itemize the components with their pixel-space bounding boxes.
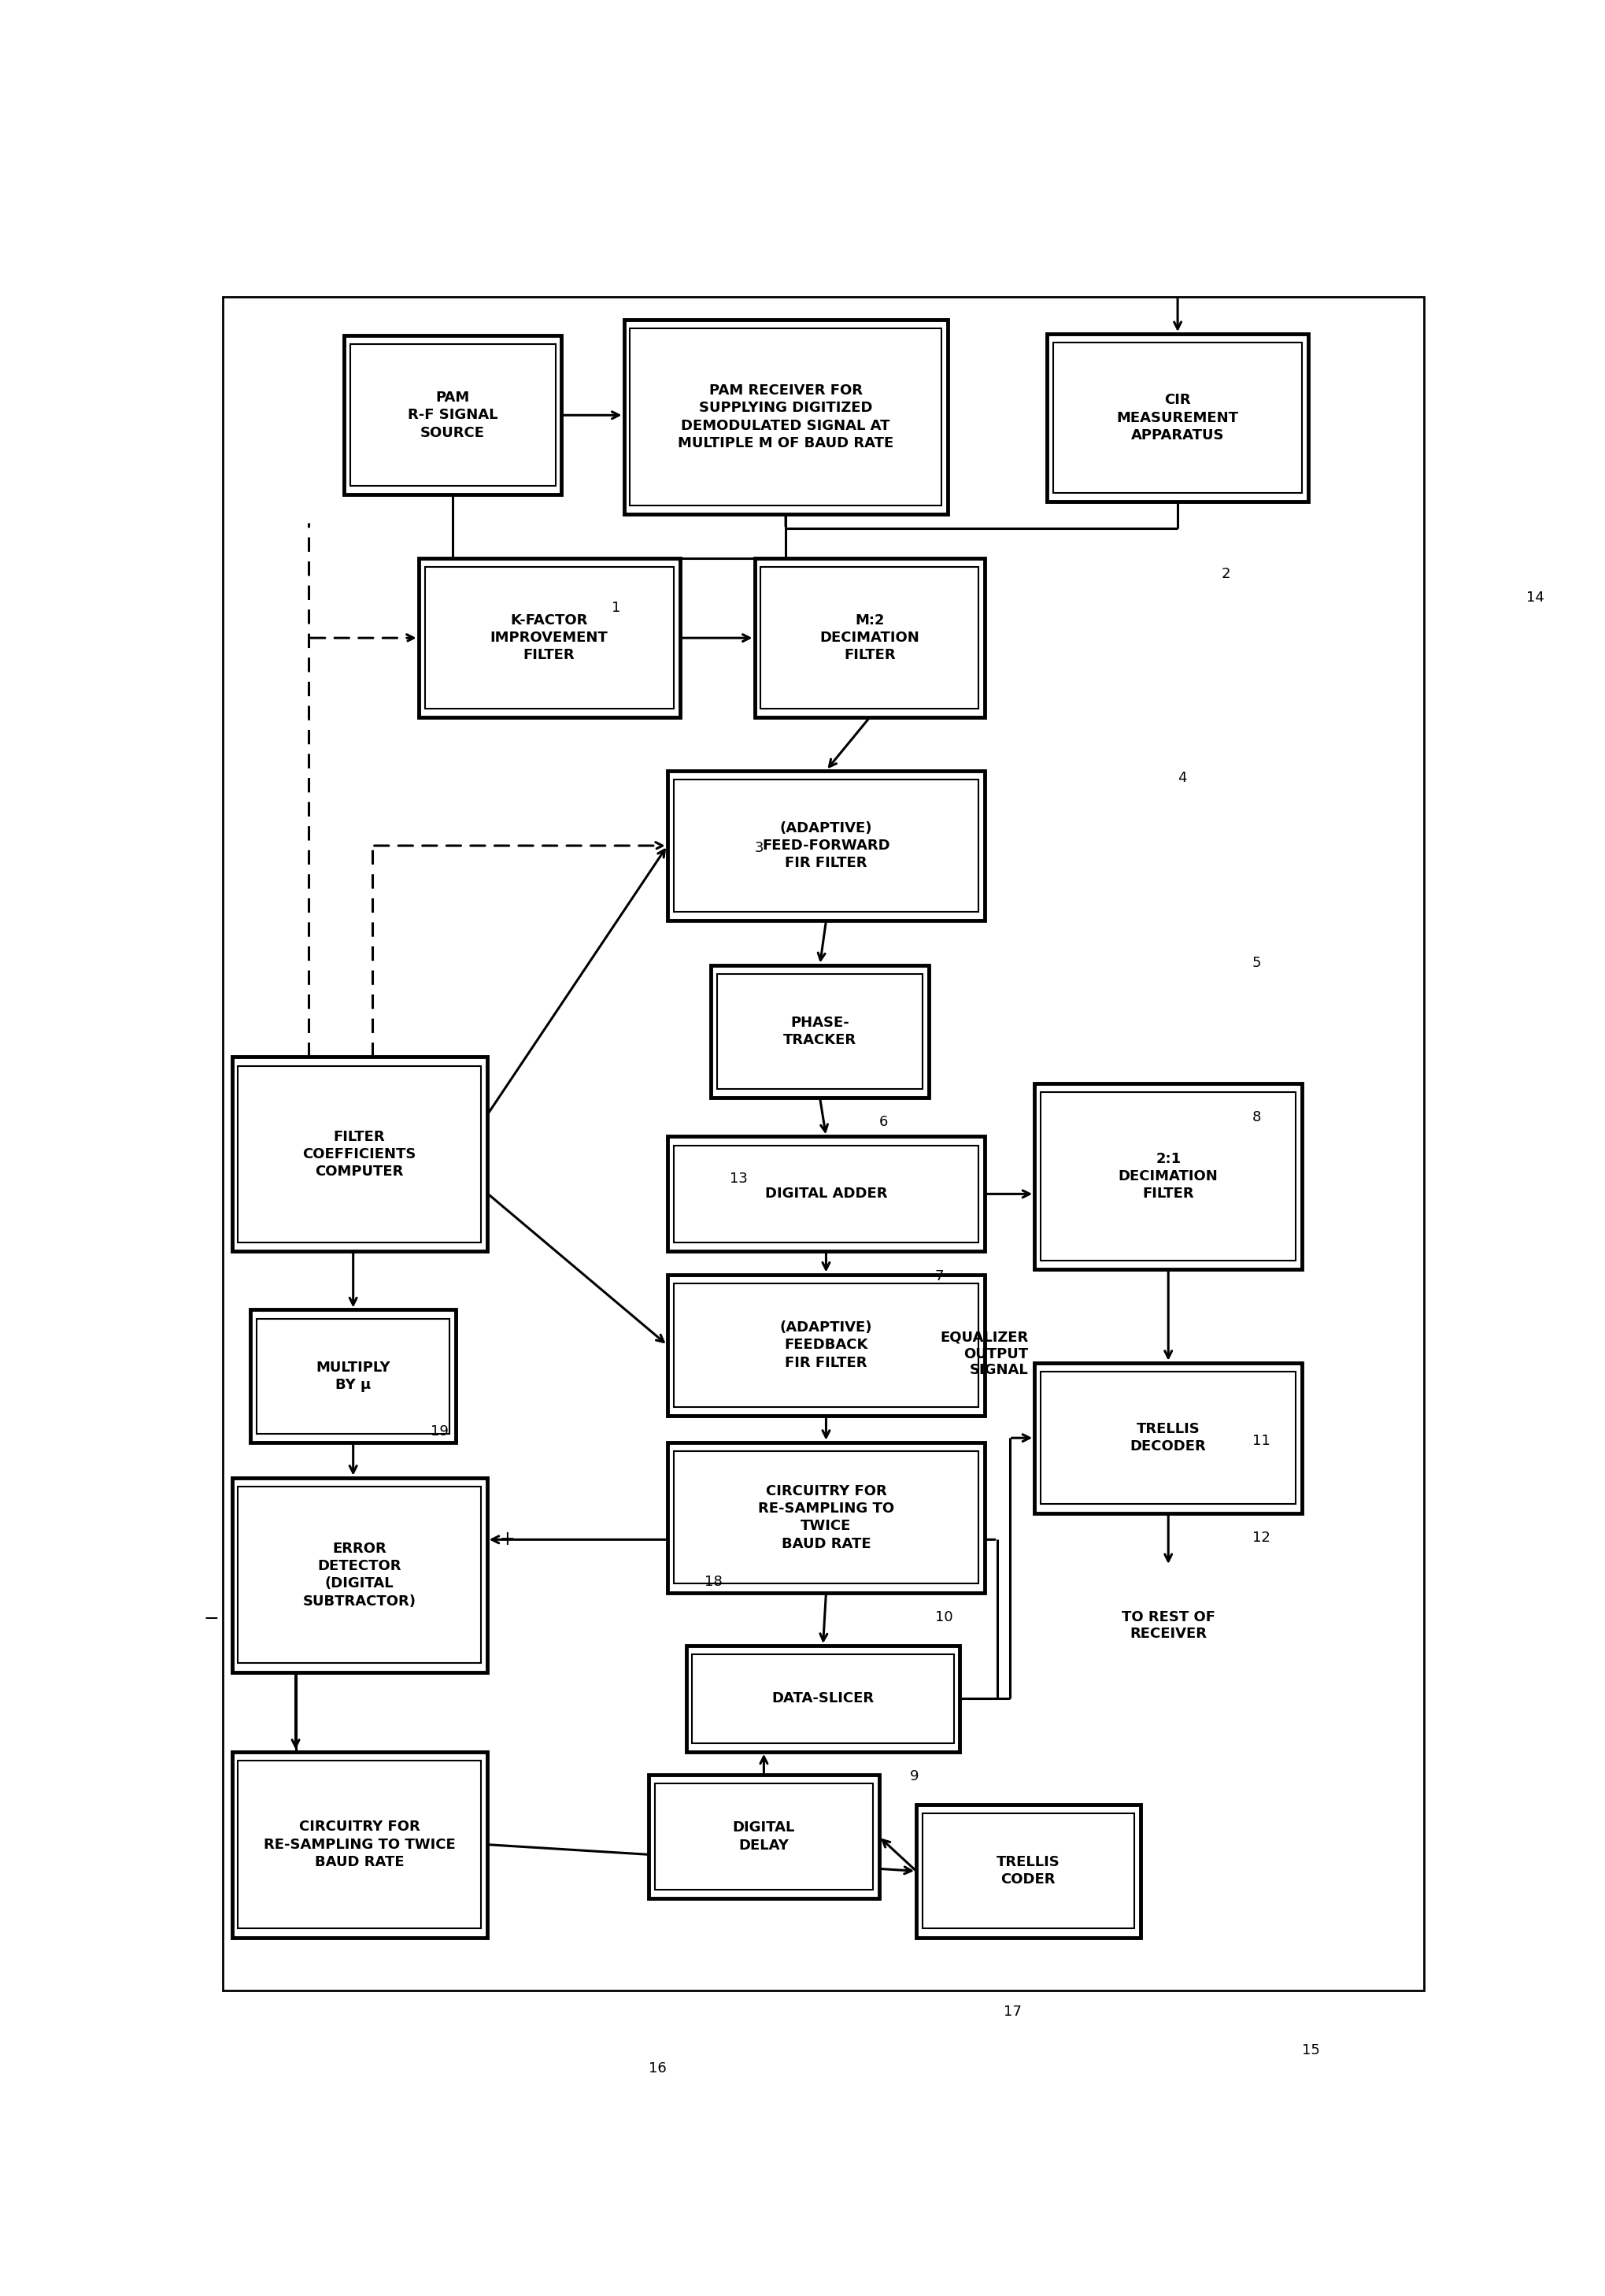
Bar (238, 1761, 480, 1929)
Text: 17: 17 (1003, 2004, 1021, 2018)
Bar (668, 1274, 984, 1417)
Bar (674, 778, 977, 912)
Bar (350, 344, 555, 487)
Text: 7: 7 (934, 1270, 944, 1283)
Text: (ADAPTIVE)
FEED-FORWARD
FIR FILTER: (ADAPTIVE) FEED-FORWARD FIR FILTER (762, 822, 889, 870)
Text: CIR
MEASUREMENT
APPARATUS: CIR MEASUREMENT APPARATUS (1115, 393, 1237, 443)
Bar (668, 1442, 984, 1593)
Bar (668, 1137, 984, 1251)
Text: MULTIPLY
BY μ: MULTIPLY BY μ (316, 1359, 390, 1391)
Text: PHASE-
TRACKER: PHASE- TRACKER (783, 1015, 855, 1047)
Bar (711, 964, 928, 1097)
Text: 14: 14 (1525, 590, 1544, 604)
Text: M:2
DECIMATION
FILTER: M:2 DECIMATION FILTER (819, 613, 920, 664)
Bar (717, 974, 921, 1088)
Bar (231, 1479, 486, 1671)
Text: TRELLIS
CODER: TRELLIS CODER (997, 1855, 1059, 1887)
Text: CIRCUITRY FOR
RE-SAMPLING TO TWICE
BAUD RATE: CIRCUITRY FOR RE-SAMPLING TO TWICE BAUD … (263, 1821, 456, 1869)
Text: DATA-SLICER: DATA-SLICER (772, 1692, 873, 1706)
Bar (754, 558, 984, 716)
Text: 2:1
DECIMATION
FILTER: 2:1 DECIMATION FILTER (1117, 1153, 1218, 1201)
Text: 15: 15 (1302, 2043, 1319, 2057)
Text: DIGITAL
DELAY: DIGITAL DELAY (732, 1821, 794, 1853)
Bar (1053, 342, 1302, 494)
Text: 16: 16 (648, 2062, 666, 2076)
Bar (424, 567, 674, 709)
Bar (685, 1646, 960, 1752)
Text: PAM
R-F SIGNAL
SOURCE: PAM R-F SIGNAL SOURCE (408, 390, 498, 441)
Bar (1046, 333, 1308, 503)
Bar (343, 335, 562, 494)
Bar (419, 558, 679, 716)
Bar (674, 1146, 977, 1242)
Text: ERROR
DETECTOR
(DIGITAL
SUBTRACTOR): ERROR DETECTOR (DIGITAL SUBTRACTOR) (303, 1541, 416, 1607)
Text: +: + (499, 1529, 515, 1550)
Bar (624, 319, 947, 514)
Bar (238, 1065, 480, 1242)
Text: 11: 11 (1252, 1433, 1270, 1449)
Text: 18: 18 (705, 1575, 722, 1589)
Text: 3: 3 (754, 840, 764, 856)
Bar (1040, 1371, 1295, 1504)
Text: 5: 5 (1252, 955, 1262, 971)
Text: 13: 13 (729, 1171, 748, 1187)
Text: 6: 6 (878, 1116, 888, 1130)
Bar (1040, 1093, 1295, 1261)
Text: EQUALIZER
OUTPUT
SIGNAL: EQUALIZER OUTPUT SIGNAL (939, 1329, 1027, 1378)
Bar (629, 328, 941, 505)
Text: 8: 8 (1252, 1109, 1260, 1125)
Text: K-FACTOR
IMPROVEMENT
FILTER: K-FACTOR IMPROVEMENT FILTER (490, 613, 608, 664)
Bar (238, 1486, 480, 1662)
Text: FILTER
COEFFICIENTS
COMPUTER: FILTER COEFFICIENTS COMPUTER (302, 1130, 416, 1178)
Text: DIGITAL ADDER: DIGITAL ADDER (764, 1187, 888, 1201)
Text: TRELLIS
DECODER: TRELLIS DECODER (1130, 1421, 1205, 1453)
Bar (674, 1451, 977, 1584)
Text: 19: 19 (430, 1424, 449, 1440)
Bar (250, 1309, 456, 1442)
Bar (231, 1752, 486, 1938)
Text: −: − (204, 1609, 220, 1628)
Text: 4: 4 (1176, 771, 1186, 785)
Bar (692, 1655, 953, 1743)
Bar (231, 1056, 486, 1251)
Bar (916, 1805, 1140, 1938)
Text: PAM RECEIVER FOR
SUPPLYING DIGITIZED
DEMODULATED SIGNAL AT
MULTIPLE M OF BAUD RA: PAM RECEIVER FOR SUPPLYING DIGITIZED DEM… (677, 383, 892, 450)
Bar (655, 1784, 873, 1890)
Text: CIRCUITRY FOR
RE-SAMPLING TO
TWICE
BAUD RATE: CIRCUITRY FOR RE-SAMPLING TO TWICE BAUD … (758, 1483, 894, 1550)
Text: 9: 9 (910, 1770, 918, 1784)
Bar (921, 1814, 1133, 1929)
Bar (1034, 1084, 1302, 1270)
Text: TO REST OF
RECEIVER: TO REST OF RECEIVER (1120, 1609, 1215, 1642)
Text: 10: 10 (934, 1609, 952, 1626)
Bar (648, 1775, 878, 1899)
Bar (668, 771, 984, 921)
Text: (ADAPTIVE)
FEEDBACK
FIR FILTER: (ADAPTIVE) FEEDBACK FIR FILTER (780, 1320, 872, 1371)
Text: 1: 1 (612, 602, 620, 615)
Text: 2: 2 (1221, 567, 1229, 581)
Bar (674, 1283, 977, 1407)
Bar (761, 567, 977, 709)
Text: 12: 12 (1252, 1531, 1270, 1545)
Bar (257, 1318, 449, 1433)
Bar (1034, 1364, 1302, 1513)
